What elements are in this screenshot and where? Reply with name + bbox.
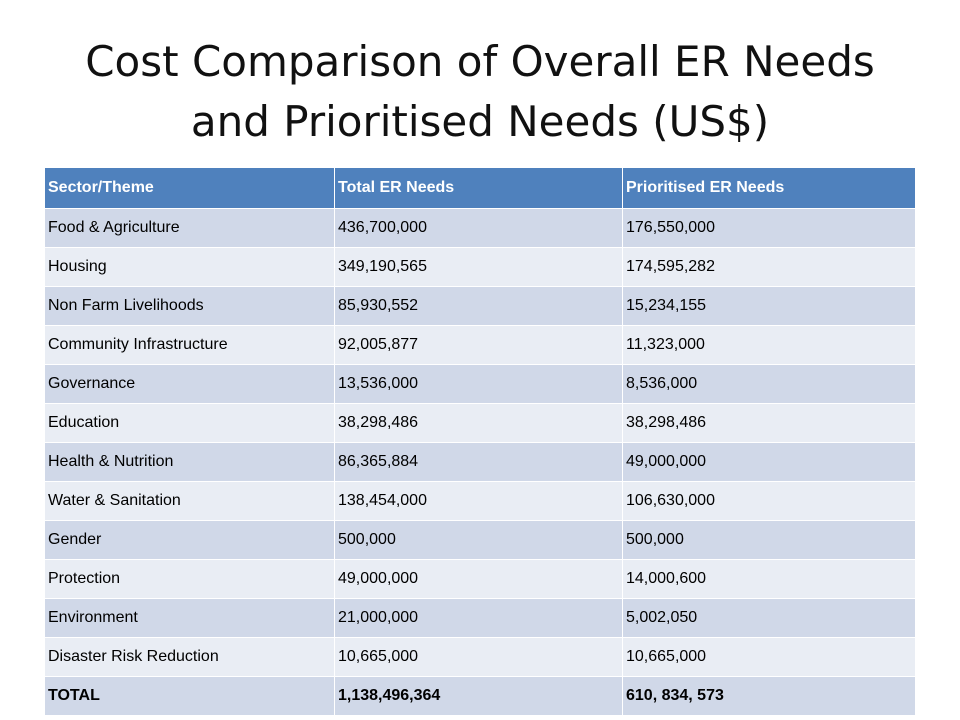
cell-total: 349,190,565 bbox=[334, 247, 623, 287]
cell-sector: Disaster Risk Reduction bbox=[44, 637, 335, 677]
cell-total: 86,365,884 bbox=[334, 442, 623, 482]
cell-prioritised: 15,234,155 bbox=[622, 286, 915, 326]
cell-prioritised: 500,000 bbox=[622, 520, 915, 560]
cell-total: 13,536,000 bbox=[334, 364, 623, 404]
cell-prioritised: 174,595,282 bbox=[622, 247, 915, 287]
cell-sector: Gender bbox=[44, 520, 335, 560]
table-row: Food & Agriculture 436,700,000 176,550,0… bbox=[44, 208, 915, 248]
table-row: Health & Nutrition 86,365,884 49,000,000 bbox=[44, 442, 915, 482]
cell-sector: Community Infrastructure bbox=[44, 325, 335, 365]
table-row: Governance 13,536,000 8,536,000 bbox=[44, 364, 915, 404]
title-line-2: and Prioritised Needs (US$) bbox=[190, 97, 770, 146]
table-row: Housing 349,190,565 174,595,282 bbox=[44, 247, 915, 287]
cell-total: 92,005,877 bbox=[334, 325, 623, 365]
table-row: Community Infrastructure 92,005,877 11,3… bbox=[44, 325, 915, 365]
cell-prioritised: 176,550,000 bbox=[622, 208, 915, 248]
cell-prioritised: 49,000,000 bbox=[622, 442, 915, 482]
table-row: Water & Sanitation 138,454,000 106,630,0… bbox=[44, 481, 915, 521]
cell-total: 500,000 bbox=[334, 520, 623, 560]
cell-prioritised: 10,665,000 bbox=[622, 637, 915, 677]
cell-total: 85,930,552 bbox=[334, 286, 623, 326]
cell-sector: Health & Nutrition bbox=[44, 442, 335, 482]
cell-total: 10,665,000 bbox=[334, 637, 623, 677]
cell-sector: Protection bbox=[44, 559, 335, 599]
cell-sector: Environment bbox=[44, 598, 335, 638]
cell-prioritised: 106,630,000 bbox=[622, 481, 915, 521]
cell-total: 436,700,000 bbox=[334, 208, 623, 248]
cell-total-overall: 1,138,496,364 bbox=[334, 676, 623, 716]
cost-comparison-table: Sector/Theme Total ER Needs Prioritised … bbox=[44, 168, 915, 716]
cell-sector: Housing bbox=[44, 247, 335, 287]
page-title: Cost Comparison of Overall ER Needs and … bbox=[40, 32, 920, 152]
cell-prioritised: 5,002,050 bbox=[622, 598, 915, 638]
table-row: Gender 500,000 500,000 bbox=[44, 520, 915, 560]
cell-sector: Education bbox=[44, 403, 335, 443]
cell-total-prioritised: 610, 834, 573 bbox=[622, 676, 915, 716]
cell-prioritised: 14,000,600 bbox=[622, 559, 915, 599]
column-header-prioritised: Prioritised ER Needs bbox=[622, 168, 915, 209]
column-header-total: Total ER Needs bbox=[334, 168, 623, 209]
cell-total: 49,000,000 bbox=[334, 559, 623, 599]
cell-total: 138,454,000 bbox=[334, 481, 623, 521]
table-row: Education 38,298,486 38,298,486 bbox=[44, 403, 915, 443]
cell-sector: Food & Agriculture bbox=[44, 208, 335, 248]
cell-total-label: TOTAL bbox=[44, 676, 335, 716]
table-row: Disaster Risk Reduction 10,665,000 10,66… bbox=[44, 637, 915, 677]
table-row: Non Farm Livelihoods 85,930,552 15,234,1… bbox=[44, 286, 915, 326]
cell-total: 38,298,486 bbox=[334, 403, 623, 443]
cell-sector: Governance bbox=[44, 364, 335, 404]
cell-prioritised: 8,536,000 bbox=[622, 364, 915, 404]
cell-prioritised: 11,323,000 bbox=[622, 325, 915, 365]
title-line-1: Cost Comparison of Overall ER Needs bbox=[85, 37, 875, 86]
table-row: Environment 21,000,000 5,002,050 bbox=[44, 598, 915, 638]
column-header-sector: Sector/Theme bbox=[44, 168, 335, 209]
cell-sector: Non Farm Livelihoods bbox=[44, 286, 335, 326]
table-row: Protection 49,000,000 14,000,600 bbox=[44, 559, 915, 599]
table-header-row: Sector/Theme Total ER Needs Prioritised … bbox=[44, 168, 915, 209]
table-total-row: TOTAL 1,138,496,364 610, 834, 573 bbox=[44, 676, 915, 716]
cell-prioritised: 38,298,486 bbox=[622, 403, 915, 443]
cell-sector: Water & Sanitation bbox=[44, 481, 335, 521]
cell-total: 21,000,000 bbox=[334, 598, 623, 638]
